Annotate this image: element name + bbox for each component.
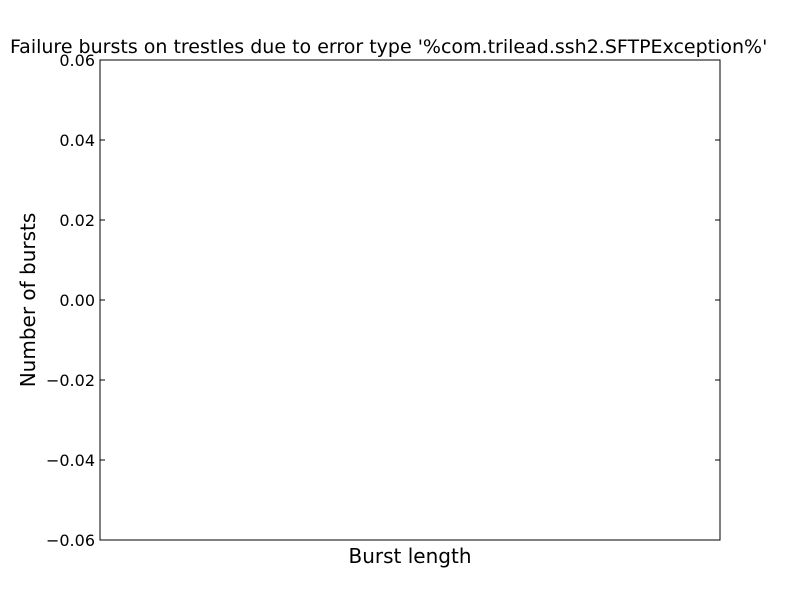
chart-title: Failure bursts on trestles due to error … (10, 36, 767, 58)
y-tick-label: −0.04 (46, 451, 95, 470)
y-tick-label: 0.04 (59, 131, 95, 150)
x-axis-label: Burst length (349, 544, 472, 568)
y-tick-label: 0.06 (59, 51, 95, 70)
plot-frame (99, 59, 721, 541)
y-tick-label: −0.02 (46, 371, 95, 390)
y-tick-label: −0.06 (46, 531, 95, 550)
y-axis-label: Number of bursts (16, 213, 40, 388)
plot-background (100, 60, 720, 540)
y-tick-label: 0.00 (59, 291, 95, 310)
y-tick-label: 0.02 (59, 211, 95, 230)
